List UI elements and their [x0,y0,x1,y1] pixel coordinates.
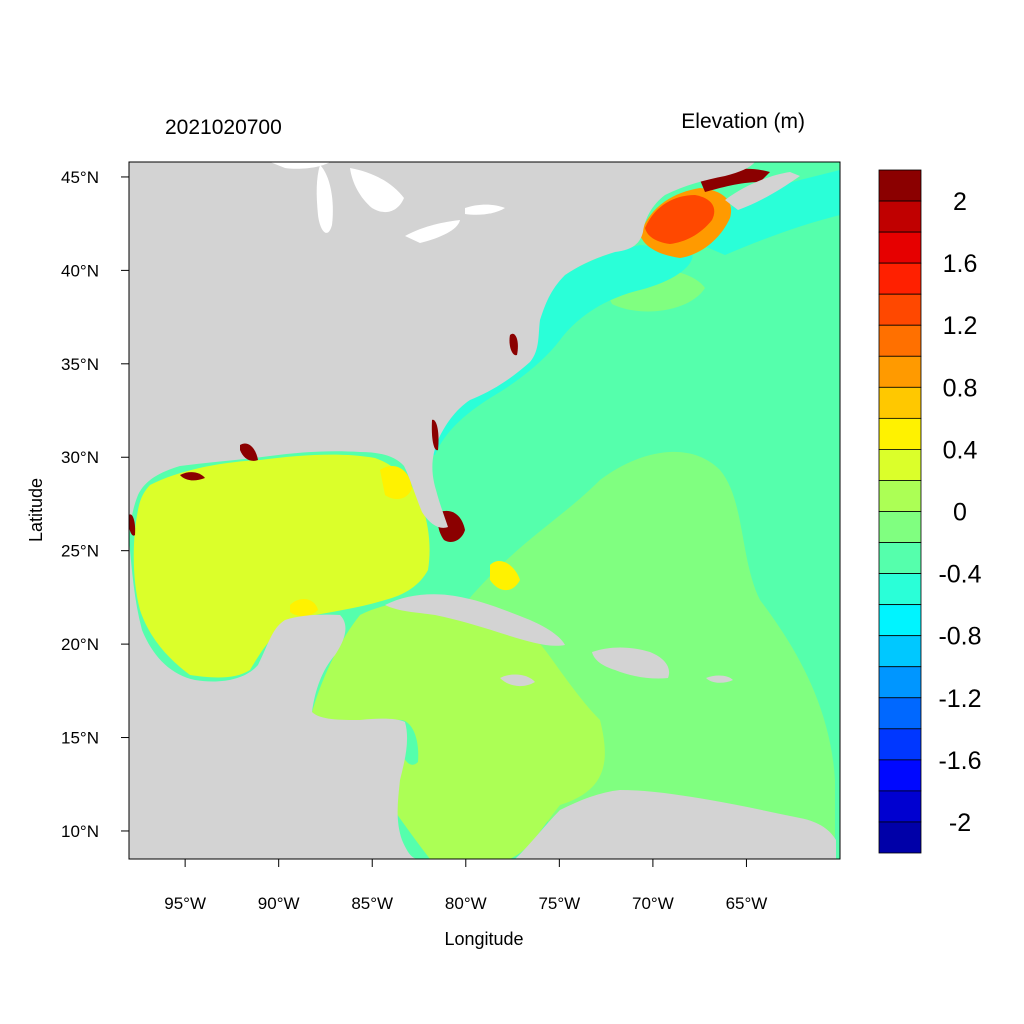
colorbar-label: -1.2 [938,685,981,713]
y-tick-label: 15°N [61,729,99,748]
colorbar-swatch [878,666,922,699]
lake-erie [405,220,460,243]
jamaica-land [500,674,535,687]
x-tick-label: 85°W [351,894,393,913]
x-tick-label: 90°W [258,894,300,913]
colorbar-swatch [878,262,922,295]
puerto-rico-land [706,675,733,683]
colorbar-swatch [878,790,922,823]
south-america-land [515,790,836,859]
coastal-band-northeast [690,170,840,255]
lake-michigan [316,165,333,233]
colorbar-swatch [878,480,922,512]
hispaniola-land [592,647,670,679]
lake-superior [270,162,330,169]
y-tick-label: 35°N [61,355,99,374]
y-tick-label: 25°N [61,542,99,561]
colorbar-label: 1.2 [943,312,978,340]
colorbar-swatch [878,542,922,574]
colorbar-label: -1.6 [938,747,981,775]
colorbar-swatch [878,231,922,264]
bahamas-yellow [490,560,520,591]
colorbar: 2 1.6 1.2 0.8 0.4 0 -0.4 -0.8 -1.2 -1.6 -2 [878,169,982,854]
variable-title: Elevation (m) [681,110,805,133]
colorbar-swatch [878,449,922,481]
colorbar-label: -0.4 [938,561,981,589]
colorbar-swatch [878,604,922,637]
colorbar-label: 0.8 [943,374,978,402]
x-tick-label: 80°W [445,894,487,913]
plot-frame [128,161,841,860]
map-panel [129,162,840,859]
colorbar-swatch [878,573,922,606]
x-tick-label: 95°W [164,894,206,913]
x-axis: 95°W 90°W 85°W 80°W 75°W 70°W 65°W [164,859,767,913]
mexico-central-america-land [129,540,420,859]
coastal-surge-specks [129,333,518,536]
colorbar-swatch [878,728,922,761]
colorbar-swatch [878,821,922,854]
x-tick-label: 70°W [632,894,674,913]
x-tick-label: 65°W [726,894,768,913]
colorbar-swatch [878,417,922,450]
gulf-of-mexico [133,454,430,678]
colorbar-swatch [878,169,922,202]
colorbar-swatch [878,697,922,730]
x-tick-label: 75°W [538,894,580,913]
y-tick-label: 20°N [61,635,99,654]
nova-scotia-land [725,172,800,210]
yucatan-yellow [290,598,318,617]
coastal-band [425,245,693,455]
colorbar-label: -0.8 [938,623,981,651]
lake-ontario [465,204,505,215]
y-tick-label: 10°N [61,822,99,841]
colorbar-swatch [878,200,922,233]
y-tick-label: 30°N [61,448,99,467]
y-axis-label: Latitude [26,478,46,542]
florida-west-yellow [380,466,412,500]
colorbar-swatch [878,324,922,357]
y-axis: 45°N 40°N 35°N 30°N 25°N 20°N 15°N 10°N [61,168,129,841]
colorbar-label: -2 [949,809,971,837]
gulf-of-maine-surge-core [645,195,715,244]
colorbar-swatch [878,355,922,388]
colorbar-swatch [878,386,922,419]
colorbar-swatch [878,759,922,792]
colorbar-swatch [878,511,922,543]
colorbar-swatch [878,293,922,326]
lake-huron [350,168,404,213]
colorbar-label: 1.6 [943,250,978,278]
colorbar-label: 0 [953,499,967,527]
colorbar-label: 0.4 [943,436,978,464]
colorbar-label: 2 [953,188,967,216]
north-america-land [129,162,755,540]
colorbar-swatch [878,635,922,668]
y-tick-label: 45°N [61,168,99,187]
y-tick-label: 40°N [61,261,99,280]
cuba-land [385,594,565,646]
x-axis-label: Longitude [444,929,523,949]
date-title: 2021020700 [165,116,282,139]
